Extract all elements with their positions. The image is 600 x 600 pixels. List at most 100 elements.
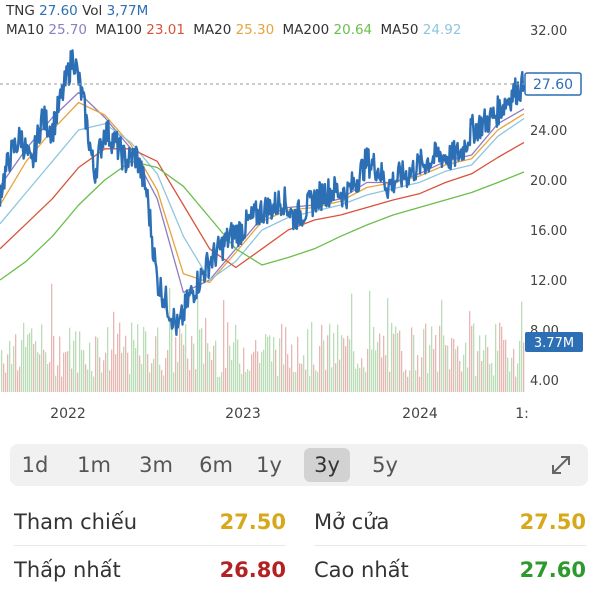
volume-bar: [351, 293, 353, 392]
volume-bar: [305, 369, 307, 392]
legend-ma50-label: MA50: [380, 22, 419, 38]
volume-bar: [41, 324, 43, 392]
volume-bar: [497, 350, 499, 392]
moving-average-lines: [0, 91, 525, 294]
volume-bar: [501, 326, 503, 392]
volume-bar: [173, 372, 175, 392]
volume-bar: [247, 369, 249, 392]
volume-bar: [453, 338, 455, 392]
stat-high-label: Cao nhất: [314, 558, 409, 582]
volume-bar: [511, 357, 513, 392]
volume-bar: [373, 326, 375, 392]
volume-bar: [49, 362, 51, 392]
volume-bar: [197, 295, 199, 392]
legend-price: 27.60: [39, 3, 78, 19]
stat-open: Mở cửa 27.50: [314, 500, 586, 546]
volume-bar: [39, 354, 41, 392]
volume-bar: [137, 324, 139, 392]
volume-bar: [467, 367, 469, 392]
legend-vol-value: 3,77M: [106, 3, 149, 19]
expand-icon[interactable]: [548, 452, 574, 478]
volume-bar: [149, 372, 151, 392]
volume-bar: [383, 335, 385, 392]
volume-bar: [417, 355, 419, 392]
current-price-tag: 27.60: [524, 72, 582, 96]
timeframe-3m[interactable]: 3m: [139, 453, 173, 477]
volume-bar: [245, 372, 247, 392]
legend-ma20-label: MA20: [193, 22, 232, 38]
volume-bar: [457, 345, 459, 392]
timeframe-1m[interactable]: 1m: [77, 453, 111, 477]
volume-bar: [3, 363, 5, 392]
volume-bar: [327, 335, 329, 392]
current-volume-label: 3.77M: [534, 336, 574, 351]
volume-bar: [477, 351, 479, 392]
volume-bar: [95, 336, 97, 392]
volume-bar: [179, 328, 181, 392]
volume-bar: [191, 336, 193, 392]
volume-bar: [81, 349, 83, 392]
stat-low-value: 26.80: [219, 558, 286, 582]
volume-bar: [371, 349, 373, 392]
stat-open-label: Mở cửa: [314, 510, 390, 534]
volume-bar: [211, 360, 213, 392]
volume-bar: [279, 338, 281, 392]
volume-bar: [17, 370, 19, 392]
volume-bar: [87, 369, 89, 392]
volume-bar: [509, 371, 511, 392]
volume-bar: [465, 342, 467, 392]
volume-bar: [69, 327, 71, 392]
timeframe-5y[interactable]: 5y: [372, 453, 398, 477]
volume-bar: [455, 349, 457, 392]
volume-bar: [241, 373, 243, 392]
volume-bar: [415, 370, 417, 392]
volume-bar: [205, 317, 207, 392]
volume-bar: [341, 335, 343, 392]
volume-bar: [115, 354, 117, 392]
volume-bar: [171, 324, 173, 392]
volume-bar: [267, 336, 269, 392]
volume-bar: [65, 351, 67, 392]
volume-bar: [423, 328, 425, 392]
stat-low-label: Thấp nhất: [14, 558, 121, 582]
timeframe-selector: 1d 1m 3m 6m 1y 3y 5y: [10, 444, 588, 486]
volume-bar: [167, 349, 169, 392]
volume-bar: [309, 376, 311, 392]
volume-bar: [47, 363, 49, 392]
volume-bar: [389, 371, 391, 392]
volume-bar: [227, 322, 229, 392]
timeframe-3y[interactable]: 3y: [304, 448, 350, 482]
series-line-ma100: [0, 141, 525, 269]
x-axis-ticks: 2022 2023 2024 1:: [50, 406, 529, 422]
volume-bar: [43, 349, 45, 392]
legend-row-2: MA10 25.70 MA100 23.01 MA20 25.30 MA200 …: [6, 21, 465, 40]
y-tick-label: 16.00: [530, 224, 567, 239]
volume-bar: [273, 337, 275, 392]
volume-bar: [105, 352, 107, 392]
timeframe-1y[interactable]: 1y: [256, 453, 282, 477]
volume-bar: [283, 364, 285, 392]
stat-reference-label: Tham chiếu: [14, 510, 138, 534]
volume-bar: [83, 350, 85, 392]
volume-bar: [19, 366, 21, 392]
timeframe-1d[interactable]: 1d: [21, 453, 49, 477]
volume-bar: [281, 323, 283, 392]
volume-bar: [71, 368, 73, 392]
volume-bar: [445, 345, 447, 392]
volume-bar: [439, 325, 441, 392]
volume-bar: [257, 351, 259, 392]
volume-bar: [261, 351, 263, 392]
y-tick-label: 24.00: [530, 124, 567, 139]
volume-bar: [159, 364, 161, 392]
volume-bar: [59, 336, 61, 392]
volume-bar: [219, 376, 221, 392]
volume-bar: [475, 376, 477, 392]
volume-bar: [229, 345, 231, 392]
volume-bar: [101, 372, 103, 392]
volume-bar: [395, 326, 397, 392]
volume-bar: [331, 367, 333, 392]
timeframe-6m[interactable]: 6m: [199, 453, 233, 477]
volume-bar: [493, 375, 495, 392]
volume-bar: [487, 347, 489, 392]
